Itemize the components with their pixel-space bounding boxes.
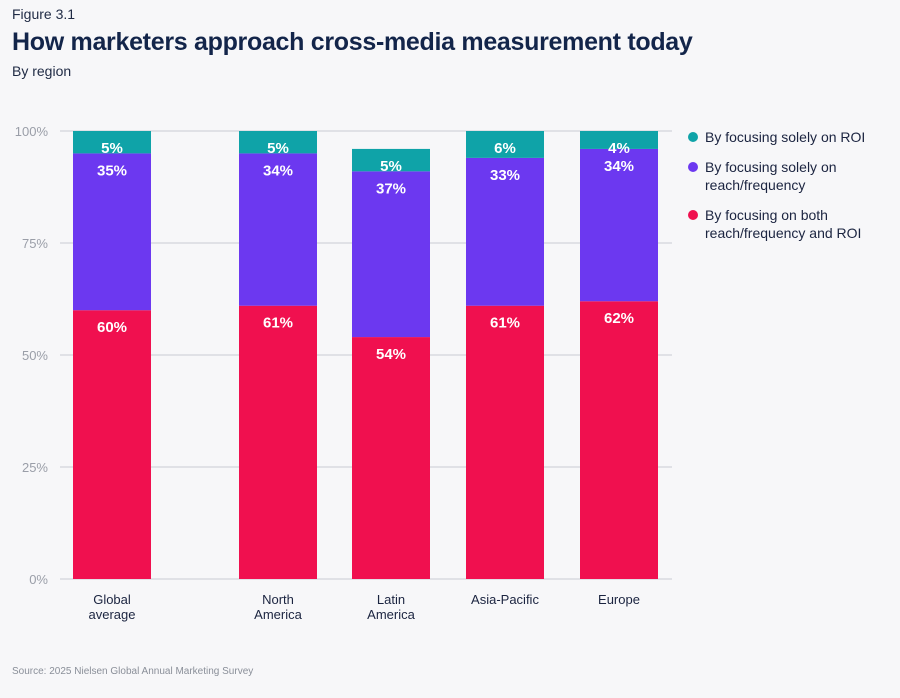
legend-item: By focusing solely on reach/frequency	[688, 158, 893, 194]
data-label: 5%	[101, 140, 123, 157]
x-tick-label: America	[367, 607, 415, 622]
legend-label: reach/frequency	[705, 177, 806, 193]
bar-segment	[580, 301, 658, 579]
x-tick-label: Asia-Pacific	[471, 592, 539, 607]
x-tick-label: Global	[93, 592, 131, 607]
x-tick-label: Latin	[377, 592, 405, 607]
data-label: 34%	[604, 158, 634, 175]
chart-subtitle: By region	[12, 63, 72, 79]
bar-segment	[352, 148, 430, 172]
bar-segment	[352, 171, 430, 338]
y-tick-label: 75%	[22, 236, 48, 251]
data-label: 4%	[608, 140, 630, 157]
x-tick-label: average	[89, 607, 136, 622]
legend-label: By focusing on both	[705, 207, 828, 223]
source-note: Source: 2025 Nielsen Global Annual Marke…	[12, 666, 254, 677]
x-tick-label: America	[254, 607, 302, 622]
data-label: 33%	[490, 167, 520, 184]
data-label: 54%	[376, 346, 406, 363]
data-label: 5%	[380, 158, 402, 175]
data-label: 35%	[97, 162, 127, 179]
bar-segment	[239, 305, 317, 579]
y-tick-label: 100%	[15, 124, 49, 139]
data-label: 62%	[604, 310, 634, 327]
bar-segment	[466, 157, 544, 306]
bar-segment	[466, 131, 544, 158]
chart-title: How marketers approach cross-media measu…	[12, 28, 693, 56]
y-tick-label: 50%	[22, 348, 48, 363]
x-tick-label: North	[262, 592, 294, 607]
legend-item: By focusing solely on ROI	[688, 128, 893, 146]
legend-item: By focusing on both reach/frequency and R…	[688, 206, 893, 242]
bar-segment	[580, 131, 658, 149]
bar-segment	[73, 310, 151, 579]
data-label: 60%	[97, 319, 127, 336]
legend-swatch	[688, 210, 698, 220]
data-label: 6%	[494, 140, 516, 157]
legend-label: reach/frequency and ROI	[705, 225, 862, 241]
y-tick-label: 25%	[22, 460, 48, 475]
data-label: 61%	[490, 315, 520, 332]
bar-segment	[73, 153, 151, 311]
data-label: 5%	[267, 140, 289, 157]
data-label: 61%	[263, 315, 293, 332]
bar-segment	[580, 148, 658, 302]
bar-segment	[239, 131, 317, 154]
x-tick-label: Europe	[598, 592, 640, 607]
y-tick-label: 0%	[29, 572, 48, 587]
legend-label: By focusing solely on ROI	[705, 129, 866, 145]
bar-segment	[466, 305, 544, 579]
data-label: 34%	[263, 162, 293, 179]
legend-swatch	[688, 132, 698, 142]
data-label: 37%	[376, 180, 406, 197]
bar-segment	[352, 337, 430, 579]
legend-label: By focusing solely on	[705, 159, 837, 175]
bar-segment	[73, 131, 151, 154]
legend-swatch	[688, 162, 698, 172]
bar-segment	[239, 153, 317, 306]
figure-label: Figure 3.1	[12, 6, 76, 22]
chart-legend: By focusing solely on ROI By focusing sol…	[688, 128, 893, 254]
